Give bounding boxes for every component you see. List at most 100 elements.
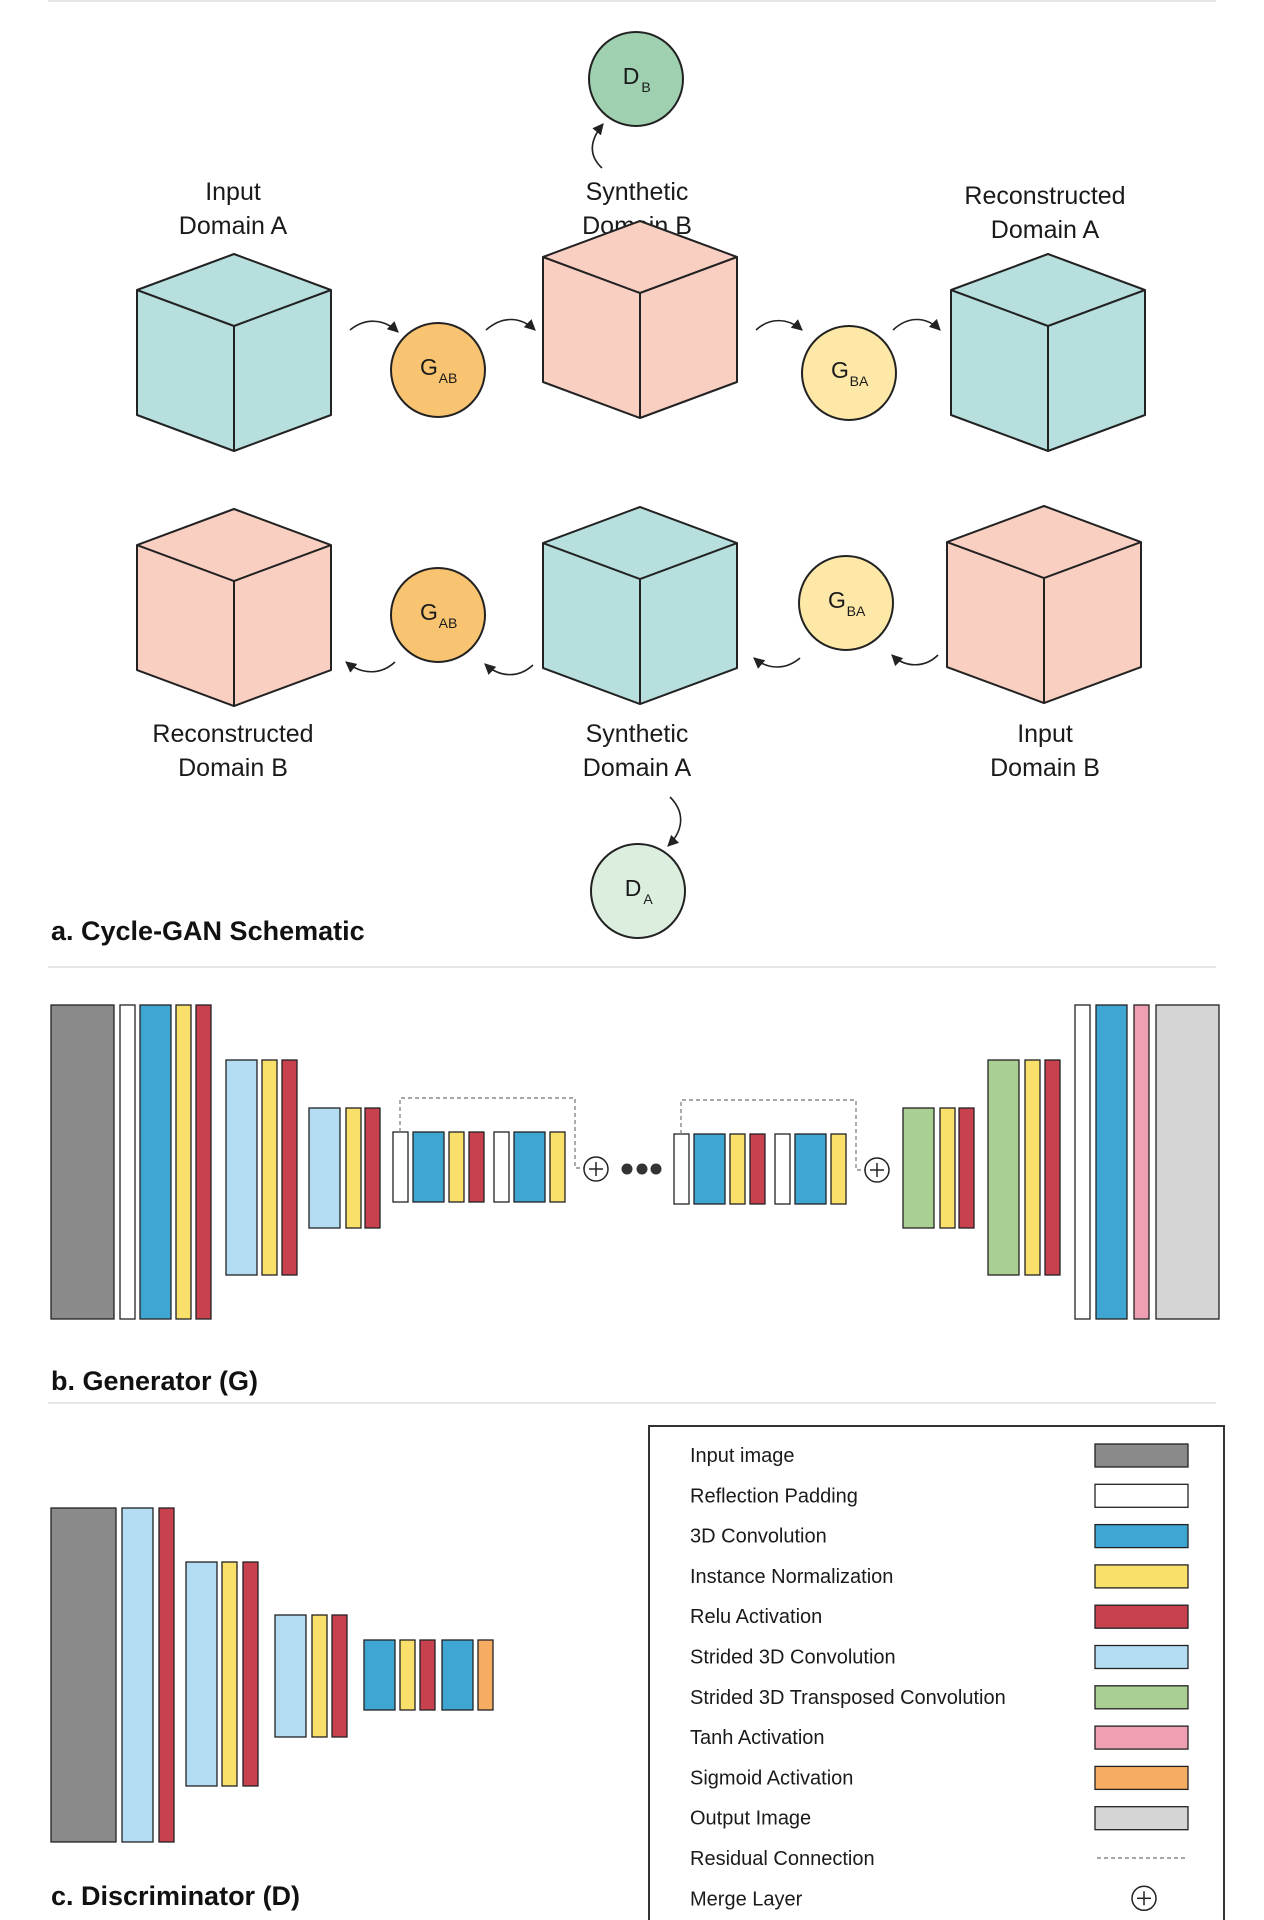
arrow-g-ba-to-syn-a [753, 657, 801, 669]
label-input-domain-a-l2: Domain A [179, 212, 288, 240]
node-g-ab-top-sub: AB [439, 370, 458, 386]
node-d-a: D A [590, 843, 686, 939]
discriminator-layer-relu-3 [158, 1507, 175, 1843]
label-synthetic-domain-b-l1: Synthetic [586, 178, 689, 206]
discriminator-layer-input-image-1 [50, 1507, 117, 1843]
legend-box [648, 1425, 1225, 1920]
generator-layer-conv3d-3 [139, 1004, 172, 1320]
legend-item-merge: Merge Layer [690, 1885, 1157, 1912]
discriminator-layer-relu-12 [419, 1639, 436, 1711]
legend-swatch [1094, 1685, 1189, 1710]
residual-connection-1 [399, 1097, 588, 1169]
generator-diagram: b. Generator (G) [50, 1004, 1220, 1396]
generator-layer-relu-11 [364, 1107, 381, 1229]
legend-label: Tanh Activation [690, 1727, 825, 1749]
cube-reconstructed-domain-a [950, 253, 1146, 452]
legend-item-sigmoid: Sigmoid Activation [690, 1765, 1189, 1791]
caption-cycle-gan-schematic: a. Cycle-GAN Schematic [51, 916, 365, 946]
generator-layer-transposed-conv-26 [902, 1107, 935, 1229]
arrow-to-d-a [667, 796, 682, 847]
generator-layer-relu-31 [1044, 1059, 1061, 1276]
legend-item-strided-conv: Strided 3D Convolution [690, 1644, 1189, 1670]
legend-item-input-image: Input image [690, 1443, 1189, 1468]
discriminator-diagram: c. Discriminator (D) [50, 1507, 494, 1911]
legend: Input image Reflection Padding 3D Convolut… [648, 1425, 1225, 1920]
cube-reconstructed-domain-b [136, 508, 332, 707]
legend-item-residual: Residual Connection [690, 1848, 1188, 1870]
arrow-input-a-to-g-ab [349, 320, 399, 333]
generator-layer-reflection-padding-16 [493, 1131, 510, 1203]
legend-swatch [1094, 1564, 1189, 1589]
node-d-a-main: D [625, 875, 642, 901]
node-g-ba-bottom: G BA [798, 555, 894, 651]
node-d-b-sub: B [641, 79, 650, 95]
generator-layer-conv3d-20 [693, 1133, 726, 1205]
node-g-ab-top-main: G [420, 354, 438, 380]
legend-label: Strided 3D Convolution [690, 1647, 896, 1669]
legend-label: Output Image [690, 1808, 811, 1830]
arrow-input-b-to-g-ba [891, 654, 939, 667]
node-g-ab-bottom: G AB [390, 567, 486, 663]
merge-layer-1 [583, 1156, 609, 1182]
node-g-ba-bottom-sub: BA [847, 603, 866, 619]
arrow-g-ab-to-syn-b [485, 318, 536, 331]
legend-item-conv3d: 3D Convolution [690, 1523, 1189, 1549]
generator-layer-relu-28 [958, 1107, 975, 1229]
discriminator-layer-conv3d-10 [363, 1639, 396, 1711]
legend-swatch [1094, 1483, 1189, 1508]
legend-swatch [1094, 1604, 1189, 1629]
discriminator-layer-strided-conv-7 [274, 1614, 307, 1738]
generator-layer-instance-norm-14 [448, 1131, 465, 1203]
arrow-syn-a-to-g-ab [484, 663, 534, 676]
legend-label: Strided 3D Transposed Convolution [690, 1687, 1006, 1709]
discriminator-layer-instance-norm-11 [399, 1639, 416, 1711]
arrow-g-ab-to-rec-b [345, 661, 396, 673]
legend-item-relu: Relu Activation [690, 1604, 1189, 1629]
generator-layer-relu-22 [749, 1133, 766, 1205]
legend-item-tanh: Tanh Activation [690, 1725, 1189, 1750]
merge-layer-2 [864, 1157, 890, 1183]
label-synthetic-domain-a-l2: Domain A [583, 754, 692, 782]
legend-swatch [1094, 1523, 1189, 1549]
generator-layer-instance-norm-27 [939, 1107, 956, 1229]
generator-layer-conv3d-33 [1095, 1004, 1128, 1320]
legend-label: Instance Normalization [690, 1566, 893, 1588]
generator-layer-strided-conv-9 [308, 1107, 341, 1229]
legend-label: Residual Connection [690, 1848, 875, 1870]
legend-item-transposed-conv: Strided 3D Transposed Convolution [690, 1685, 1189, 1710]
label-input-domain-a-l1: Input [205, 178, 261, 206]
legend-swatch [1094, 1725, 1189, 1750]
label-reconstructed-domain-b-l1: Reconstructed [152, 720, 313, 748]
discriminator-layer-instance-norm-8 [311, 1614, 328, 1738]
legend-label: Input image [690, 1445, 795, 1467]
discriminator-layer-conv3d-13 [441, 1639, 474, 1711]
cube-input-domain-a [136, 253, 332, 452]
generator-layer-relu-5 [195, 1004, 212, 1320]
discriminator-layer-strided-conv-4 [185, 1561, 218, 1787]
label-reconstructed-domain-b-l2: Domain B [178, 754, 288, 782]
node-d-b-main: D [623, 63, 640, 89]
discriminator-layer-strided-conv-2 [121, 1507, 154, 1843]
label-synthetic-domain-a-l1: Synthetic [586, 720, 689, 748]
legend-label: 3D Convolution [690, 1526, 827, 1548]
cube-synthetic-domain-b [542, 220, 738, 419]
generator-layer-reflection-padding-23 [774, 1133, 791, 1205]
node-g-ab-top: G AB [390, 322, 486, 418]
discriminator-layer-relu-9 [331, 1614, 348, 1738]
discriminator-layer-sigmoid-14 [477, 1639, 494, 1711]
legend-item-output-image: Output Image [690, 1806, 1189, 1831]
legend-item-reflection-padding: Reflection Padding [690, 1483, 1189, 1508]
caption-generator: b. Generator (G) [51, 1366, 258, 1396]
generator-layer-reflection-padding-32 [1074, 1004, 1091, 1320]
legend-label: Relu Activation [690, 1606, 822, 1628]
node-d-a-sub: A [643, 891, 653, 907]
legend-swatch-merge [1131, 1885, 1157, 1912]
generator-layer-instance-norm-25 [830, 1133, 847, 1205]
generator-layer-reflection-padding-12 [392, 1131, 409, 1203]
generator-layer-tanh-34 [1133, 1004, 1150, 1320]
generator-layer-transposed-conv-29 [987, 1059, 1020, 1276]
generator-layer-instance-norm-18 [549, 1131, 566, 1203]
legend-label: Merge Layer [690, 1888, 803, 1910]
arrow-syn-b-to-g-ba [755, 319, 803, 331]
label-reconstructed-domain-a-l1: Reconstructed [964, 182, 1125, 210]
